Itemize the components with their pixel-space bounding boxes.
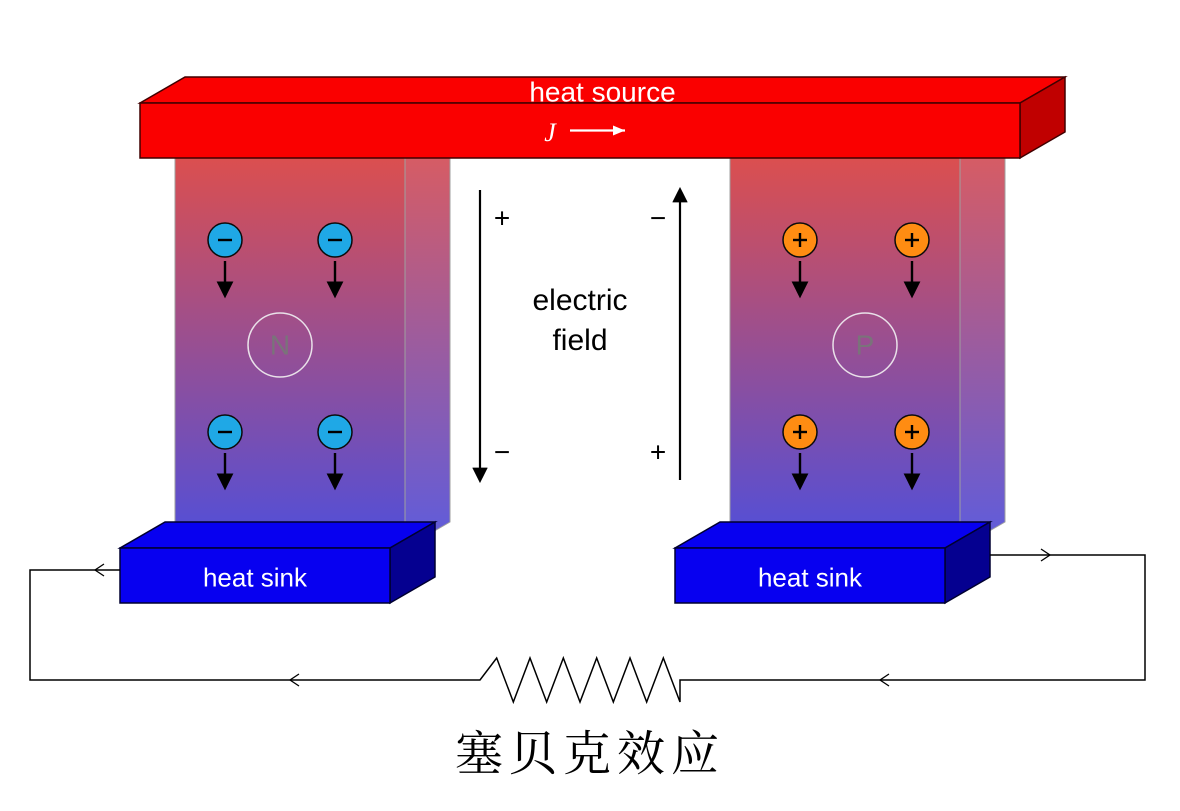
p-leg-type-label: P — [856, 330, 875, 361]
resistor — [480, 654, 680, 706]
efield-plus-left: + — [494, 203, 510, 234]
n-leg: N — [175, 132, 450, 548]
heat-source-label: heat source — [529, 77, 675, 108]
efield-plus-right: + — [650, 437, 666, 468]
heat-sink-label: heat sink — [203, 563, 308, 593]
heat-sink-right: heat sink — [675, 522, 990, 603]
efield-minus-right: − — [650, 203, 666, 234]
n-leg-type-label: N — [270, 330, 290, 361]
p-leg: P — [730, 132, 1005, 548]
efield-label-line2: field — [552, 324, 607, 357]
heat-source: heat source J — [140, 77, 1065, 159]
efield-label-line1: electric — [532, 284, 627, 317]
diagram-title: 塞贝克效应 — [455, 715, 725, 784]
heat-sink-left: heat sink — [120, 522, 435, 603]
seebeck-diagram: N Pheat sink heat sink heat source J + − − + elec… — [0, 0, 1180, 811]
efield-minus-left: − — [494, 437, 510, 468]
heat-sink-label: heat sink — [758, 563, 863, 593]
svg-text:J: J — [544, 118, 557, 147]
